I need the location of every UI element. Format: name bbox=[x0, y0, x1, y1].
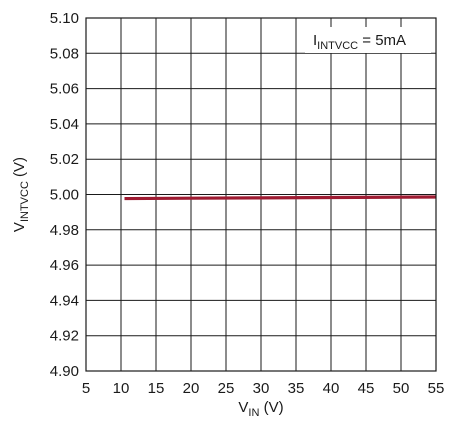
y-axis-label-unit: (V) bbox=[11, 157, 28, 181]
y-tick-label: 5.08 bbox=[50, 45, 79, 62]
x-tick-label: 55 bbox=[428, 380, 445, 397]
annotation-subscript: INTVCC bbox=[317, 40, 358, 52]
y-axis-label-subscript: INTVCC bbox=[19, 181, 31, 222]
x-tick-label: 50 bbox=[393, 380, 410, 397]
x-axis-label-unit: (V) bbox=[259, 399, 283, 416]
x-axis-label: VIN (V) bbox=[238, 399, 283, 419]
x-tick-label: 5 bbox=[82, 380, 90, 397]
annotation-background bbox=[305, 27, 431, 53]
y-tick-label: 4.96 bbox=[50, 257, 79, 274]
y-tick-label: 4.92 bbox=[50, 328, 79, 345]
x-tick-label: 10 bbox=[113, 380, 130, 397]
x-tick-label: 35 bbox=[288, 380, 305, 397]
x-axis-label-subscript: IN bbox=[248, 407, 259, 419]
y-axis-label: VINTVCC (V) bbox=[11, 157, 31, 232]
y-axis-label-main: V bbox=[11, 222, 28, 232]
x-tick-label: 45 bbox=[358, 380, 375, 397]
y-tick-label: 5.02 bbox=[50, 151, 79, 168]
x-axis-label-main: V bbox=[238, 399, 248, 416]
y-tick-label: 4.94 bbox=[50, 292, 79, 309]
x-tick-label: 20 bbox=[183, 380, 200, 397]
annotation-rest: = 5mA bbox=[358, 32, 406, 49]
x-tick-label: 25 bbox=[218, 380, 235, 397]
annotation: IINTVCC = 5mA bbox=[313, 32, 406, 52]
x-tick-label: 15 bbox=[148, 380, 165, 397]
plot-frame bbox=[85, 17, 437, 372]
annotation-main: I bbox=[313, 32, 317, 49]
x-tick-label: 30 bbox=[253, 380, 270, 397]
x-tick-label: 40 bbox=[323, 380, 340, 397]
y-tick-label: 5.10 bbox=[50, 10, 79, 27]
grid bbox=[85, 17, 437, 372]
y-tick-labels: 4.90 4.92 4.94 4.96 4.98 5.00 5.02 5.04 5.06 5.08… bbox=[50, 10, 79, 380]
y-tick-label: 4.98 bbox=[50, 222, 79, 239]
y-tick-label: 5.06 bbox=[50, 81, 79, 98]
series-layer bbox=[124, 195, 437, 201]
y-tick-label: 5.00 bbox=[50, 187, 79, 204]
x-tick-labels: 5 10 15 20 25 30 35 40 45 50 55 bbox=[82, 380, 445, 397]
y-tick-label: 4.90 bbox=[50, 363, 79, 380]
series-line bbox=[124, 195, 437, 201]
y-tick-label: 5.04 bbox=[50, 116, 79, 133]
